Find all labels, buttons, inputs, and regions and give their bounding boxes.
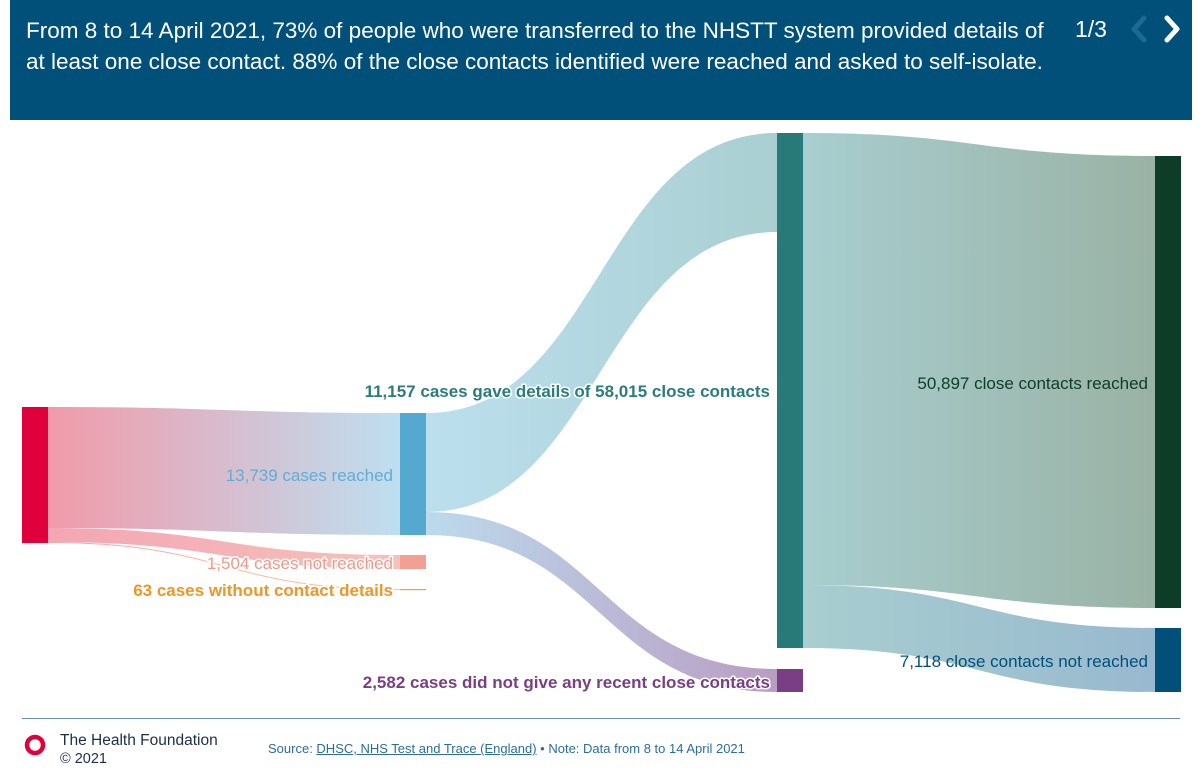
node-no-contacts (777, 669, 803, 692)
footer-divider (22, 718, 1180, 719)
chevron-right-icon (1164, 15, 1180, 43)
link-transferred-no-details (48, 542, 400, 590)
node-contacts-reached (1155, 156, 1181, 608)
label-contacts-reached: 50,897 close contacts reached (917, 374, 1148, 393)
source-note-text: • Note: Data from 8 to 14 April 2021 (536, 741, 745, 756)
copyright: © 2021 (60, 751, 107, 767)
node-contacts-not-reached (1155, 628, 1181, 692)
node-not-reached (400, 555, 426, 569)
header-banner: From 8 to 14 April 2021, 73% of people w… (10, 0, 1192, 120)
label-no-contacts: 2,582 cases did not give any recent clos… (363, 673, 770, 692)
source-prefix: Source: (268, 741, 317, 756)
label-reached: 13,739 cases reached (226, 466, 393, 485)
link-transferred-not-reached (48, 528, 400, 569)
chevron-left-icon (1131, 15, 1147, 43)
link-gave-details-contacts-not-reached (803, 585, 1155, 692)
label-no-details: 63 cases without contact details (133, 581, 393, 600)
link-transferred-reached (48, 407, 400, 535)
node-reached (400, 413, 426, 535)
node-no-details (400, 589, 426, 591)
label-not-reached: 1,504 cases not reached (207, 554, 393, 573)
org-name: The Health Foundation (60, 732, 218, 749)
source-link[interactable]: DHSC, NHS Test and Trace (England) (316, 741, 537, 756)
next-button[interactable] (1158, 14, 1186, 44)
chart-title: From 8 to 14 April 2021, 73% of people w… (26, 18, 1044, 74)
source-note: Source: DHSC, NHS Test and Trace (Englan… (268, 741, 745, 756)
node-transferred (22, 407, 48, 543)
page-indicator: 1/3 (1075, 16, 1107, 42)
health-foundation-logo-icon (24, 734, 46, 756)
link-gave-details-contacts-reached (803, 133, 1155, 608)
prev-button[interactable] (1125, 14, 1153, 44)
label-gave-details: 11,157 cases gave details of 58,015 clos… (365, 382, 770, 401)
sankey-chart: 13,739 cases reached 1,504 cases not rea… (22, 133, 1181, 694)
label-contacts-not-reached: 7,118 close contacts not reached (900, 652, 1148, 671)
link-reached-no-contacts (426, 512, 777, 692)
node-gave-details (777, 133, 803, 648)
link-reached-gave-details (426, 133, 777, 512)
